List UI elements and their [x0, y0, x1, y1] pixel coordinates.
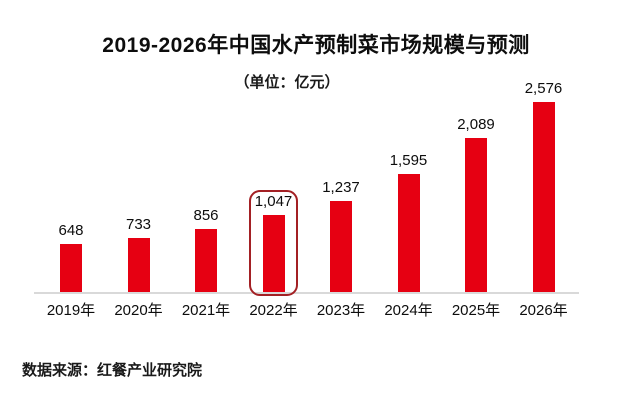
chart-title: 2019-2026年中国水产预制菜市场规模与预测: [102, 34, 530, 57]
bar-value-label: 2,089: [457, 116, 495, 133]
x-axis-label: 2023年: [316, 302, 366, 319]
bar-value-label: 856: [193, 207, 219, 224]
bar: [465, 138, 487, 292]
x-axis-line: [34, 292, 579, 294]
bar: [262, 215, 285, 292]
bar-value-label: 648: [58, 222, 84, 239]
x-axis-label: 2025年: [451, 302, 501, 319]
bar-value-label: 1,595: [389, 152, 428, 169]
x-axis-label: 2019年: [46, 302, 96, 319]
x-axis-label: 2026年: [519, 302, 568, 319]
bar: [532, 102, 555, 292]
bar: [397, 174, 420, 292]
x-axis-label: 2024年: [384, 302, 433, 319]
bar-value-label: 2,576: [524, 80, 563, 97]
x-axis-label: 2021年: [181, 302, 231, 319]
bar: [127, 238, 150, 292]
highlight-box: [249, 190, 298, 296]
bar-value-label: 1,237: [322, 179, 360, 196]
data-source-note: 数据来源：红餐产业研究院: [22, 362, 203, 379]
bar: [195, 229, 217, 292]
bar-value-label: 1,047: [254, 193, 293, 210]
bar: [330, 201, 352, 292]
bar: [60, 244, 82, 292]
chart-subtitle: （单位：亿元）: [234, 74, 340, 91]
x-axis-label: 2022年: [249, 302, 298, 319]
x-axis-label: 2020年: [114, 302, 163, 319]
bar-value-label: 733: [125, 216, 152, 233]
